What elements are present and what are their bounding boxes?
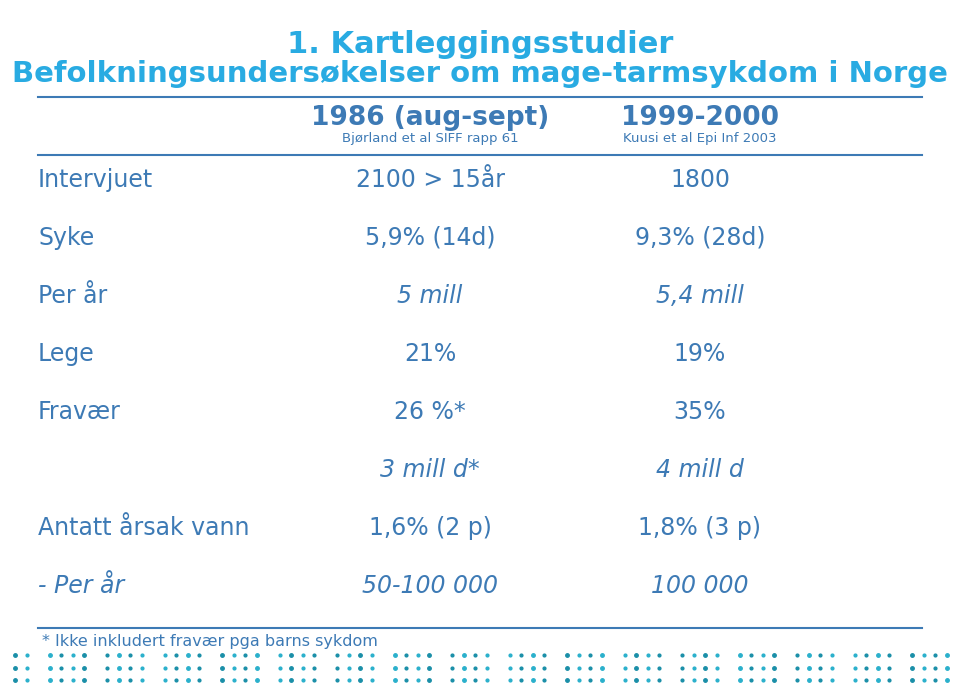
Text: 5,9% (14d): 5,9% (14d) bbox=[365, 226, 495, 250]
Text: 100 000: 100 000 bbox=[651, 574, 749, 598]
Text: - Per år: - Per år bbox=[38, 574, 124, 598]
Text: 1986 (aug-sept): 1986 (aug-sept) bbox=[311, 105, 549, 131]
Text: 1. Kartleggingsstudier: 1. Kartleggingsstudier bbox=[287, 30, 673, 59]
Text: 1999-2000: 1999-2000 bbox=[621, 105, 779, 131]
Text: 21%: 21% bbox=[404, 342, 456, 366]
Text: Fravær: Fravær bbox=[38, 400, 121, 424]
Text: Syke: Syke bbox=[38, 226, 94, 250]
Text: Intervjuet: Intervjuet bbox=[38, 168, 154, 192]
Text: 1,8% (3 p): 1,8% (3 p) bbox=[638, 516, 761, 540]
Text: 3 mill d*: 3 mill d* bbox=[380, 458, 480, 482]
Text: 9,3% (28d): 9,3% (28d) bbox=[635, 226, 765, 250]
Text: Kuusi et al Epi Inf 2003: Kuusi et al Epi Inf 2003 bbox=[623, 132, 777, 145]
Text: Lege: Lege bbox=[38, 342, 95, 366]
Text: 2100 > 15år: 2100 > 15år bbox=[355, 168, 505, 192]
Text: Per år: Per år bbox=[38, 284, 108, 308]
Text: 35%: 35% bbox=[674, 400, 727, 424]
Text: 50-100 000: 50-100 000 bbox=[362, 574, 498, 598]
Text: 1,6% (2 p): 1,6% (2 p) bbox=[369, 516, 492, 540]
Text: 4 mill d: 4 mill d bbox=[656, 458, 744, 482]
Text: 5 mill: 5 mill bbox=[397, 284, 463, 308]
Text: 1800: 1800 bbox=[670, 168, 730, 192]
Text: 5,4 mill: 5,4 mill bbox=[656, 284, 744, 308]
Text: Bjørland et al SIFF rapp 61: Bjørland et al SIFF rapp 61 bbox=[342, 132, 518, 145]
Text: 26 %*: 26 %* bbox=[395, 400, 466, 424]
Text: Befolkningsundersøkelser om mage-tarmsykdom i Norge: Befolkningsundersøkelser om mage-tarmsyk… bbox=[12, 60, 948, 88]
Text: Antatt årsak vann: Antatt årsak vann bbox=[38, 516, 250, 540]
Text: 19%: 19% bbox=[674, 342, 726, 366]
Text: * Ikke inkludert fravær pga barns sykdom: * Ikke inkludert fravær pga barns sykdom bbox=[42, 634, 378, 649]
